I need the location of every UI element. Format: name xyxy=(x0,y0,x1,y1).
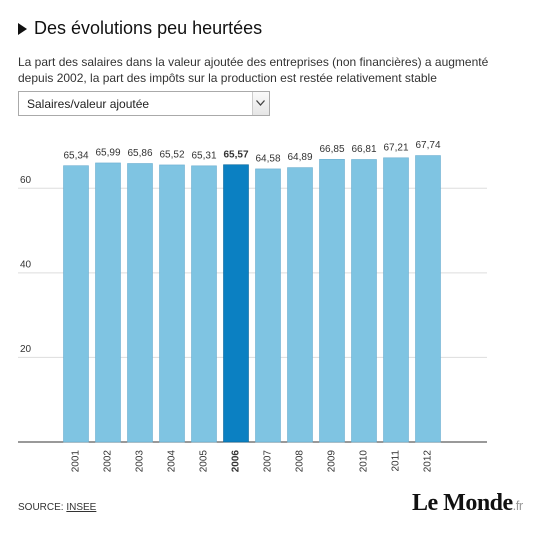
dropdown[interactable]: Salaires/valeur ajoutée xyxy=(18,91,270,116)
dropdown-arrow[interactable] xyxy=(252,92,269,115)
value-label: 65,57 xyxy=(223,149,248,160)
bar xyxy=(95,162,121,443)
x-tick-label: 2006 xyxy=(231,450,242,473)
bar xyxy=(191,165,217,443)
y-tick-label: 20 xyxy=(20,344,32,355)
logo-text: Le Monde xyxy=(412,490,513,516)
y-tick-label: 60 xyxy=(20,175,32,186)
logo-suffix: .fr xyxy=(512,498,524,513)
x-tick-label: 2009 xyxy=(327,450,338,473)
x-tick-label: 2007 xyxy=(263,450,274,473)
bar xyxy=(255,168,281,443)
value-label: 65,31 xyxy=(191,150,216,161)
x-tick-label: 2011 xyxy=(391,450,402,472)
x-tick-label: 2004 xyxy=(167,450,178,473)
title: Des évolutions peu heurtées xyxy=(18,18,262,39)
bar xyxy=(415,155,441,443)
bar xyxy=(223,164,249,443)
logo: Le Monde.fr xyxy=(412,490,523,517)
bar xyxy=(127,163,153,443)
chart-title: Des évolutions peu heurtées xyxy=(34,18,263,38)
x-tick-label: 2002 xyxy=(103,450,114,473)
value-label: 66,81 xyxy=(351,144,376,155)
x-tick-label: 2010 xyxy=(359,450,370,473)
value-label: 64,89 xyxy=(287,152,312,163)
x-tick-label: 2001 xyxy=(71,450,82,473)
source: SOURCE: INSEE xyxy=(18,502,96,513)
arrow-icon xyxy=(256,100,265,106)
x-tick-label: 2003 xyxy=(135,450,146,473)
dropdown-value: Salaires/valeur ajoutée xyxy=(27,97,150,111)
bar xyxy=(287,167,313,443)
value-label: 65,52 xyxy=(159,150,184,161)
value-label: 65,99 xyxy=(95,148,120,159)
value-label: 64,58 xyxy=(255,154,280,165)
bar xyxy=(319,159,345,443)
value-label: 65,34 xyxy=(63,150,88,161)
bar xyxy=(159,164,185,443)
source-link[interactable]: INSEE xyxy=(66,502,97,513)
value-label: 65,86 xyxy=(127,148,152,159)
bar xyxy=(63,165,89,443)
bar xyxy=(383,157,409,443)
chart-subtitle: La part des salaires dans la valeur ajou… xyxy=(18,55,489,85)
y-tick-label: 40 xyxy=(20,259,32,270)
x-tick-label: 2008 xyxy=(295,450,306,473)
source-label: SOURCE: xyxy=(18,502,64,513)
chart: 20 40 60 65,34 2001 65,99 2002 65,86 2003 65,52 20… xyxy=(18,140,487,473)
value-label: 66,85 xyxy=(319,144,344,155)
value-label: 67,21 xyxy=(383,142,408,153)
bar xyxy=(351,159,377,443)
x-tick-label: 2012 xyxy=(423,450,434,473)
title-icon xyxy=(18,22,27,35)
x-tick-label: 2005 xyxy=(199,450,210,473)
value-label: 67,74 xyxy=(415,140,440,151)
